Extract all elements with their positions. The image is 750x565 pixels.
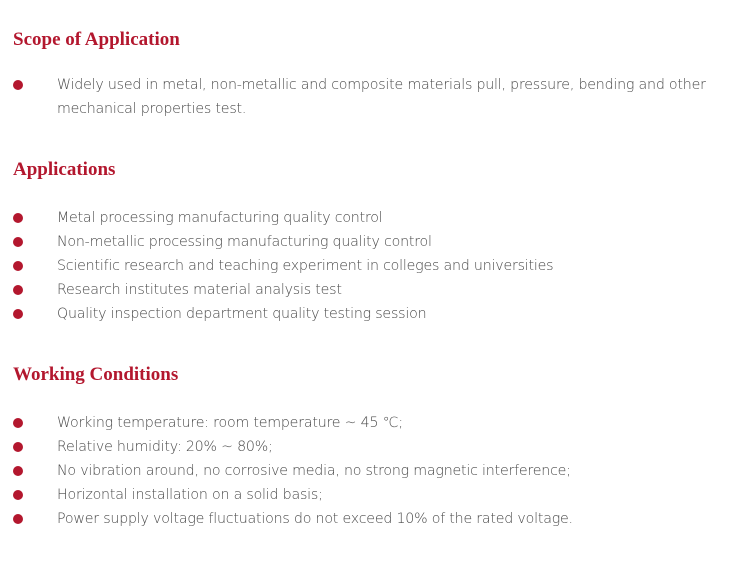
bullet-icon bbox=[13, 442, 23, 452]
working-conditions-list: Working temperature: room temperature ~ … bbox=[0, 411, 720, 531]
list-item: Research institutes material analysis te… bbox=[0, 278, 720, 302]
list-item: Non-metallic processing manufacturing qu… bbox=[0, 230, 720, 254]
section-title-working-conditions: Working Conditions bbox=[13, 364, 179, 385]
bullet-icon bbox=[13, 466, 23, 476]
bullet-icon bbox=[13, 261, 23, 271]
list-item: Horizontal installation on a solid basis… bbox=[0, 483, 720, 507]
list-item-text: Horizontal installation on a solid basis… bbox=[57, 487, 323, 503]
list-item-text: Scientific research and teaching experim… bbox=[57, 258, 554, 274]
list-item: Relative humidity: 20% ~ 80%; bbox=[0, 435, 720, 459]
list-item-text: Working temperature: room temperature ~ … bbox=[57, 415, 403, 431]
bullet-icon bbox=[13, 418, 23, 428]
bullet-icon bbox=[13, 309, 23, 319]
bullet-icon bbox=[13, 213, 23, 223]
list-item: Power supply voltage fluctuations do not… bbox=[0, 507, 720, 531]
list-item-text: Metal processing manufacturing quality c… bbox=[57, 210, 383, 226]
list-item: No vibration around, no corrosive media,… bbox=[0, 459, 720, 483]
list-item-text: No vibration around, no corrosive media,… bbox=[57, 463, 571, 479]
bullet-icon bbox=[13, 80, 23, 90]
list-item-text: Relative humidity: 20% ~ 80%; bbox=[57, 439, 273, 455]
list-item-text: Widely used in metal, non-metallic and c… bbox=[57, 77, 706, 117]
bullet-icon bbox=[13, 514, 23, 524]
bullet-icon bbox=[13, 285, 23, 295]
section-title-applications: Applications bbox=[13, 159, 116, 180]
list-item-text: Research institutes material analysis te… bbox=[57, 282, 342, 298]
section-title-scope: Scope of Application bbox=[13, 29, 180, 50]
applications-list: Metal processing manufacturing quality c… bbox=[0, 206, 720, 326]
list-item: Scientific research and teaching experim… bbox=[0, 254, 720, 278]
bullet-icon bbox=[13, 490, 23, 500]
list-item: Quality inspection department quality te… bbox=[0, 302, 720, 326]
list-item: Metal processing manufacturing quality c… bbox=[0, 206, 720, 230]
list-item: Widely used in metal, non-metallic and c… bbox=[0, 73, 720, 121]
bullet-icon bbox=[13, 237, 23, 247]
list-item-text: Quality inspection department quality te… bbox=[57, 306, 427, 322]
list-item-text: Non-metallic processing manufacturing qu… bbox=[57, 234, 432, 250]
list-item-text: Power supply voltage fluctuations do not… bbox=[57, 511, 573, 527]
list-item: Working temperature: room temperature ~ … bbox=[0, 411, 720, 435]
scope-list: Widely used in metal, non-metallic and c… bbox=[0, 73, 720, 121]
